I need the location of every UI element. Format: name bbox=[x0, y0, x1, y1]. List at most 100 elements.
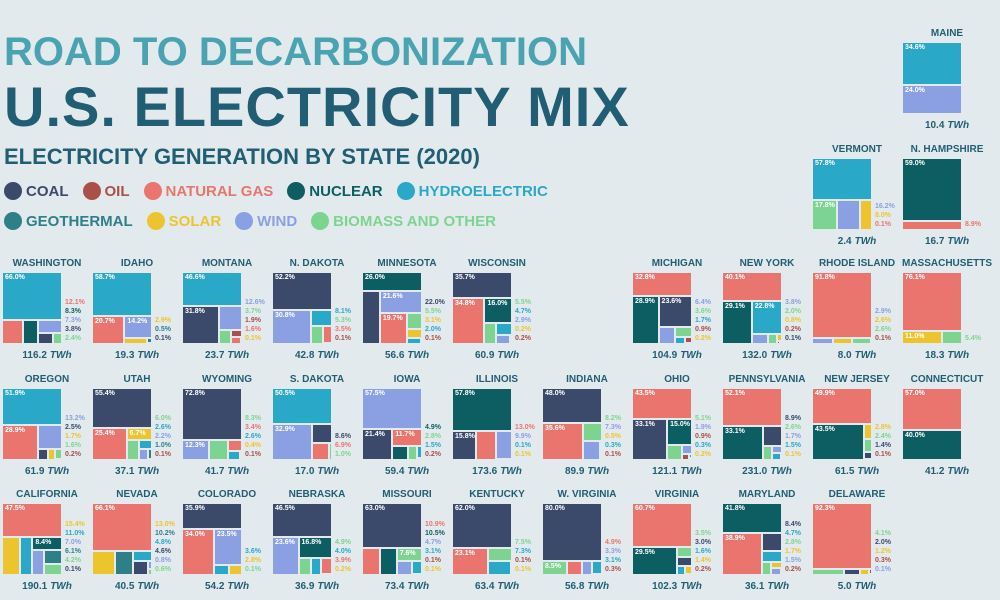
treemap: 35.7% 34.8% 16.0% 5.5% 4.7% 2.9% 0.2% 0.2% bbox=[452, 272, 531, 344]
treemap: 57.8% 17.8% 16.2% 8.0% 0.1% bbox=[812, 158, 895, 232]
state-total: 190.1 TWh bbox=[2, 581, 92, 592]
segment-nuclear bbox=[23, 319, 39, 344]
segment-coal bbox=[843, 569, 860, 575]
segment-label-outside: 1.5% bbox=[425, 442, 441, 449]
segment-label: 16.0% bbox=[487, 299, 508, 307]
segment-label-outside: 1.9% bbox=[245, 317, 261, 324]
total-value: 89.9 bbox=[564, 466, 585, 477]
state-card: IOWA 57.5% 21.4% 11.7% 4.9% 2.8% 1.5% 0.2% 59.4 T… bbox=[362, 372, 452, 482]
segment-label-outside: 3.5% bbox=[335, 326, 351, 333]
segment-solar bbox=[321, 574, 332, 577]
segment-gas bbox=[311, 442, 330, 460]
total-value: 2.4 bbox=[837, 236, 852, 247]
segment-label-outside: 10.9% bbox=[425, 521, 445, 528]
segment-oil bbox=[323, 343, 332, 346]
solar-icon bbox=[146, 212, 165, 230]
segment-wind bbox=[682, 445, 692, 454]
segment-gas: 66.1% bbox=[92, 503, 152, 551]
segment-hydro bbox=[496, 459, 505, 462]
state-name: N. HAMPSHIRE bbox=[910, 144, 984, 155]
segment-nuclear: 16.0% bbox=[484, 297, 512, 323]
segment-label-outside: 8.3% bbox=[245, 415, 261, 422]
legend-item-coal: COAL bbox=[4, 182, 69, 200]
subtitle: ELECTRICITY GENERATION BY STATE (2020) bbox=[4, 144, 480, 169]
total-value: 231.0 bbox=[742, 466, 768, 477]
treemap: 66.1% 13.0% 10.2% 4.8% 4.6% 0.8% 0.6% bbox=[92, 503, 175, 575]
segment-label-outside: 4.7% bbox=[425, 539, 441, 546]
segment-label: 41.8% bbox=[725, 505, 745, 512]
segment-label-outside: 9.9% bbox=[515, 433, 531, 440]
total-value: 56.8 bbox=[564, 581, 585, 592]
total-unit: TWh bbox=[854, 350, 877, 361]
segment-bio bbox=[52, 332, 62, 344]
segment-label-outside: 0.1% bbox=[65, 566, 81, 573]
state-total: 173.6 TWh bbox=[452, 466, 542, 477]
segment-gas: 76.1% bbox=[902, 272, 962, 332]
segment-nuclear: 15.0% bbox=[667, 419, 692, 446]
gas-icon bbox=[143, 182, 162, 200]
segment-oil bbox=[682, 453, 689, 460]
segment-label: 20.7% bbox=[95, 317, 115, 325]
segment-nuclear: 29.1% bbox=[722, 301, 752, 344]
segment-label-outside: 0.9% bbox=[695, 433, 711, 440]
total-unit: TWh bbox=[947, 120, 970, 131]
treemap: 57.8% 15.8% 13.0% 9.9% 0.1% 0.1% bbox=[452, 388, 535, 462]
segment-nuclear bbox=[392, 446, 408, 460]
segment-label: 50.5% bbox=[275, 390, 295, 397]
segment-label: 29.1% bbox=[725, 303, 745, 311]
segment-label-outside: 0.1% bbox=[875, 221, 891, 228]
segment-coal: 63.0% bbox=[362, 503, 422, 549]
segment-label-outside: 0.2% bbox=[785, 326, 801, 333]
bio-icon bbox=[311, 212, 330, 230]
total-unit: TWh bbox=[497, 350, 520, 361]
segment-label-outside: 2.8% bbox=[425, 433, 441, 440]
segment-solar: 11.0% bbox=[902, 331, 943, 344]
segment-coal: 80.0% bbox=[542, 503, 602, 561]
state-total: 18.3 TWh bbox=[902, 350, 992, 361]
segment-gas: 35.6% bbox=[542, 422, 584, 460]
total-value: 60.9 bbox=[474, 350, 495, 361]
segment-bio bbox=[484, 322, 496, 344]
total-unit: TWh bbox=[854, 236, 877, 247]
segment-label: 30.8% bbox=[275, 311, 295, 319]
segment-label-outside: 3.6% bbox=[245, 548, 261, 555]
segment-label-outside: 4.2% bbox=[65, 557, 81, 564]
segment-label-outside: 4.7% bbox=[515, 308, 531, 315]
segment-oil bbox=[780, 568, 783, 575]
state-total: 41.7 TWh bbox=[182, 466, 272, 477]
treemap: 66.0% 12.1% 8.3% 7.3% 3.8% 2.4% bbox=[2, 272, 85, 344]
segment-label: 26.0% bbox=[365, 274, 385, 281]
segment-label-outside: 4.7% bbox=[785, 530, 801, 537]
segment-bio bbox=[812, 569, 844, 575]
treemap: 32.8% 28.9% 23.6% 6.4% 3.6% 1.7% 0.9% 0.2% bbox=[632, 272, 711, 345]
segment-wind: 12.3% bbox=[182, 440, 210, 460]
segment-hydro: 34.6% bbox=[902, 42, 962, 85]
treemap: 35.9% 34.0% 23.5% 3.6% 2.8% 0.1% bbox=[182, 503, 261, 575]
total-unit: TWh bbox=[500, 466, 522, 477]
segment-label-outside: 8.3% bbox=[65, 308, 81, 315]
segment-label: 55.4% bbox=[95, 390, 115, 397]
total-unit: TWh bbox=[407, 581, 430, 592]
segment-oil bbox=[147, 458, 152, 461]
segment-label-outside: 3.7% bbox=[245, 308, 261, 315]
segment-label: 25.4% bbox=[95, 430, 115, 438]
total-value: 104.9 bbox=[652, 350, 678, 361]
treemap: 52.2% 30.8% 8.1% 5.3% 3.5% 0.1% bbox=[272, 272, 351, 346]
segment-label-outside: 0.2% bbox=[695, 451, 711, 458]
segment-hydro bbox=[675, 336, 686, 344]
segment-hydro: 51.9% bbox=[2, 388, 62, 426]
segment-oil bbox=[510, 339, 513, 344]
state-name: NEBRASKA bbox=[288, 489, 346, 500]
state-total: 8.0 TWh bbox=[812, 350, 902, 361]
segment-solar bbox=[2, 537, 20, 575]
segment-label: 35.7% bbox=[455, 274, 475, 281]
segment-label: 34.0% bbox=[185, 530, 205, 538]
state-name: VIRGINIA bbox=[654, 489, 700, 500]
segment-wind bbox=[38, 319, 62, 333]
legend-label: NUCLEAR bbox=[309, 182, 383, 200]
treemap: 43.5% 33.1% 15.0% 5.1% 1.9% 0.9% 0.3% 0.2% bbox=[632, 388, 711, 460]
total-value: 173.6 bbox=[472, 466, 498, 477]
segment-hydro bbox=[688, 453, 692, 458]
segment-label-outside: 7.3% bbox=[65, 317, 81, 324]
segment-solar bbox=[684, 565, 692, 574]
